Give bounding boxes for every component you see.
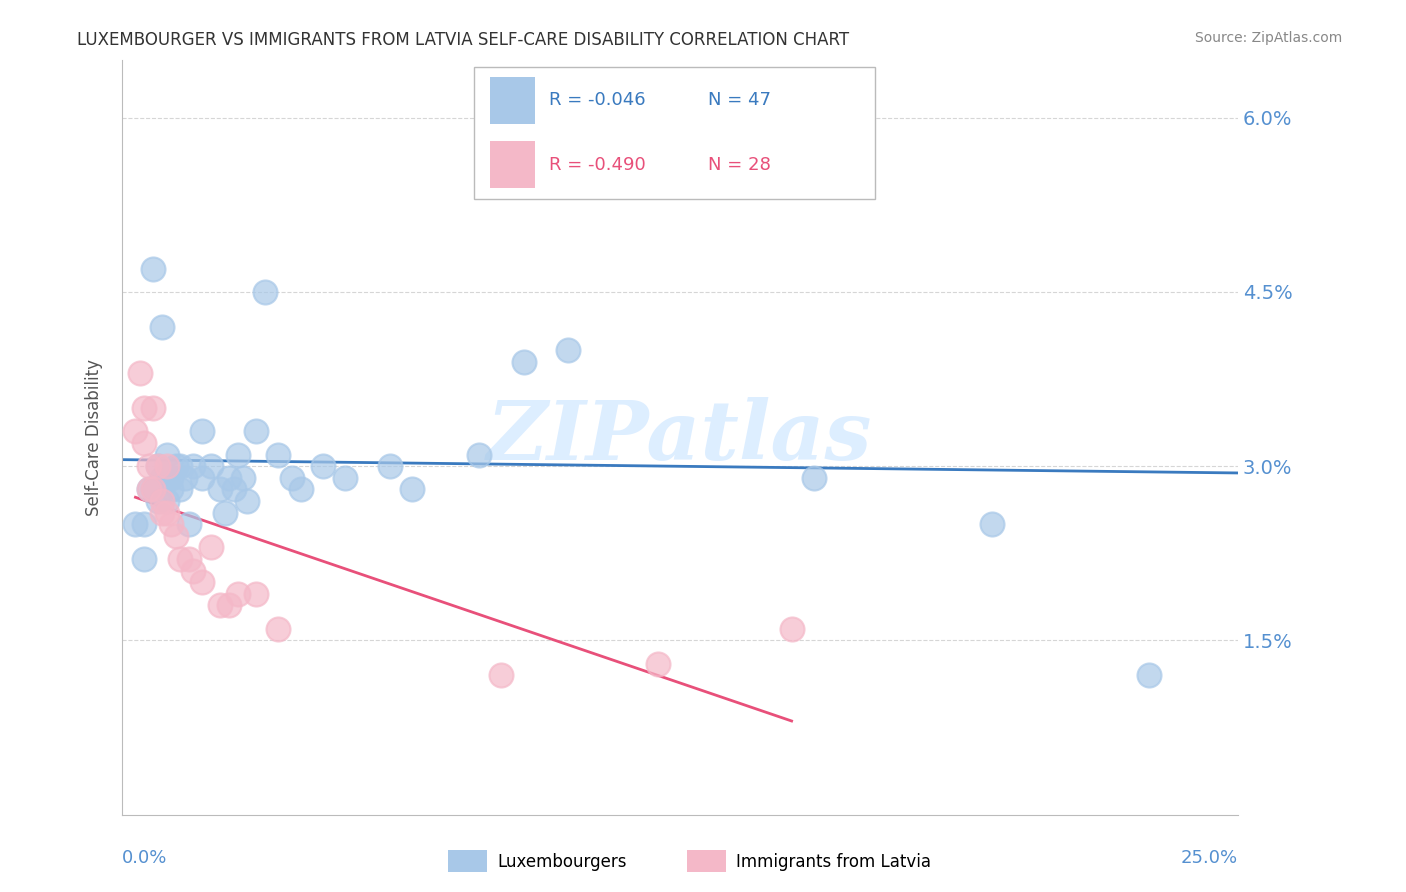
Point [780, 622, 803, 636]
Point [169, 459, 191, 474]
Point [209, 483, 232, 497]
Point [177, 517, 200, 532]
Point [156, 471, 179, 485]
Point [401, 483, 423, 497]
Point [177, 552, 200, 566]
Point [165, 459, 187, 474]
Point [134, 517, 156, 532]
Point [160, 471, 183, 485]
Point [134, 401, 156, 415]
Text: Luxembourgers: Luxembourgers [498, 853, 627, 871]
Point [1137, 668, 1160, 682]
Point [146, 459, 169, 474]
Y-axis label: Self-Care Disability: Self-Care Disability [86, 359, 103, 516]
Point [981, 517, 1004, 532]
Point [129, 366, 152, 380]
Point [253, 285, 276, 299]
Point [214, 506, 236, 520]
Point [200, 541, 222, 555]
Text: N = 28: N = 28 [707, 155, 770, 174]
Point [173, 471, 195, 485]
Point [245, 587, 267, 601]
Point [232, 471, 254, 485]
Text: Source: ZipAtlas.com: Source: ZipAtlas.com [1195, 31, 1343, 45]
Point [138, 483, 160, 497]
Point [290, 483, 312, 497]
Point [134, 552, 156, 566]
Point [183, 459, 205, 474]
Text: N = 47: N = 47 [707, 91, 770, 110]
Point [267, 448, 290, 462]
Text: LUXEMBOURGER VS IMMIGRANTS FROM LATVIA SELF-CARE DISABILITY CORRELATION CHART: LUXEMBOURGER VS IMMIGRANTS FROM LATVIA S… [77, 31, 849, 49]
Point [226, 587, 249, 601]
Text: Immigrants from Latvia: Immigrants from Latvia [737, 853, 931, 871]
Point [146, 459, 169, 474]
Point [150, 471, 173, 485]
FancyBboxPatch shape [474, 67, 876, 199]
Bar [491, 77, 534, 124]
Point [378, 459, 401, 474]
Point [191, 575, 214, 590]
Text: R = -0.046: R = -0.046 [550, 91, 647, 110]
Point [183, 564, 205, 578]
Point [142, 401, 165, 415]
Point [245, 424, 267, 438]
Point [218, 599, 240, 613]
Point [156, 506, 179, 520]
Point [218, 471, 240, 485]
Text: ZIPatlas: ZIPatlas [488, 397, 873, 477]
Point [142, 483, 165, 497]
Point [647, 657, 669, 671]
Point [134, 436, 156, 450]
Bar [491, 141, 534, 188]
Point [142, 261, 165, 276]
Point [146, 494, 169, 508]
Point [150, 494, 173, 508]
Point [312, 459, 335, 474]
Point [150, 506, 173, 520]
Point [468, 448, 491, 462]
Point [513, 354, 536, 368]
Point [191, 471, 214, 485]
Point [191, 424, 214, 438]
Point [124, 517, 146, 532]
Point [169, 552, 191, 566]
Point [236, 494, 259, 508]
Point [226, 448, 249, 462]
Point [280, 471, 302, 485]
Point [156, 448, 179, 462]
Point [200, 459, 222, 474]
Point [156, 459, 179, 474]
Point [222, 483, 245, 497]
Point [647, 111, 669, 125]
Text: 0.0%: 0.0% [122, 849, 167, 867]
Point [169, 483, 191, 497]
Point [124, 424, 146, 438]
Point [138, 459, 160, 474]
Text: R = -0.490: R = -0.490 [550, 155, 647, 174]
Point [160, 517, 183, 532]
Point [209, 599, 232, 613]
Point [335, 471, 357, 485]
Text: 25.0%: 25.0% [1181, 849, 1237, 867]
Point [491, 668, 513, 682]
Point [557, 343, 579, 357]
Point [160, 483, 183, 497]
Point [803, 471, 825, 485]
Point [165, 529, 187, 543]
Point [138, 483, 160, 497]
Point [142, 483, 165, 497]
Point [150, 319, 173, 334]
Point [267, 622, 290, 636]
Point [156, 494, 179, 508]
